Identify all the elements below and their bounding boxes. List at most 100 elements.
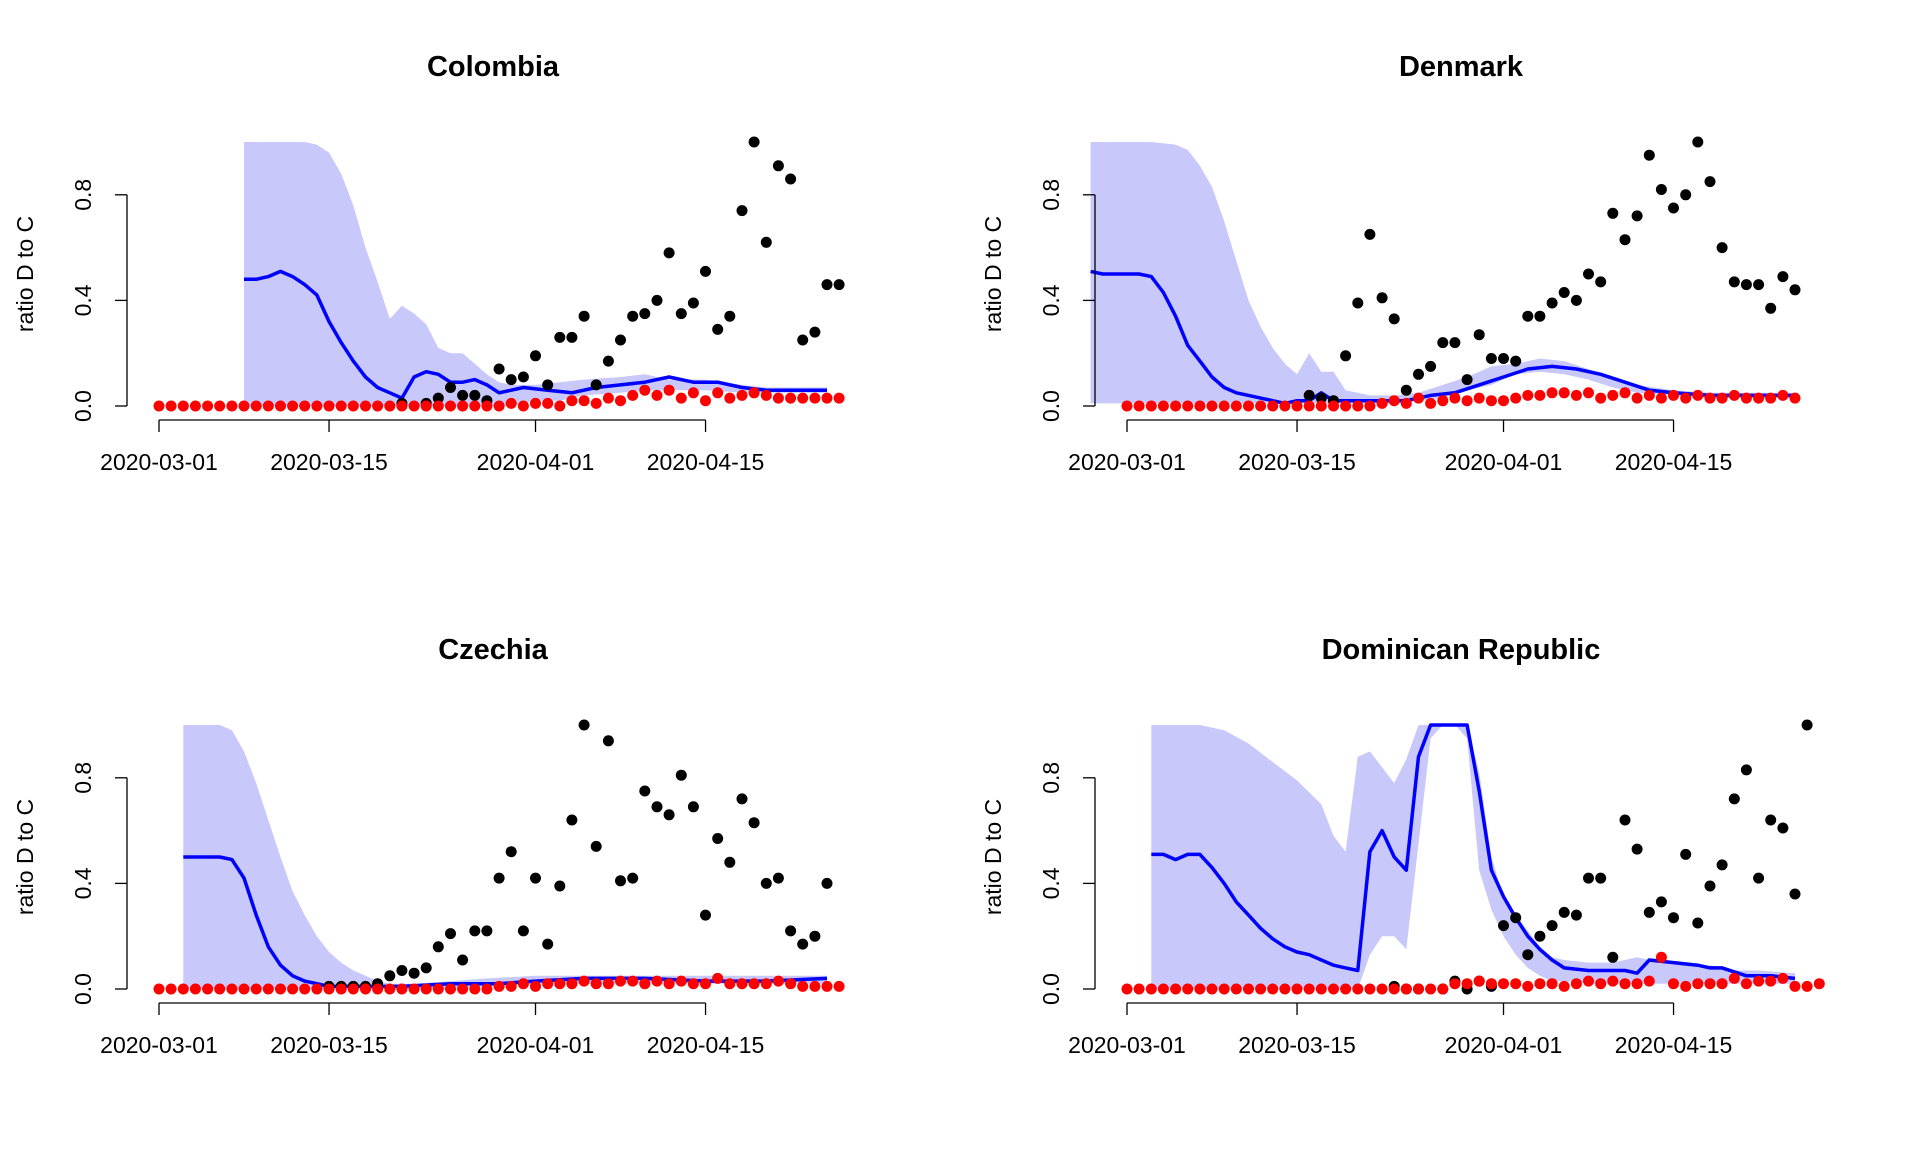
reference-point bbox=[1753, 392, 1765, 404]
observed-point bbox=[1510, 355, 1522, 367]
observed-point bbox=[1546, 920, 1558, 932]
reference-point bbox=[1133, 400, 1145, 412]
reference-point bbox=[675, 975, 687, 987]
observed-point bbox=[1522, 949, 1534, 961]
observed-point bbox=[675, 769, 687, 781]
reference-point bbox=[1631, 978, 1643, 990]
reference-point bbox=[335, 400, 347, 412]
reference-point bbox=[1485, 395, 1497, 407]
reference-point bbox=[1340, 400, 1352, 412]
observed-point bbox=[1765, 302, 1777, 314]
observed-point bbox=[384, 970, 396, 982]
reference-point bbox=[530, 980, 541, 992]
observed-point bbox=[1668, 912, 1679, 924]
reference-point bbox=[1485, 978, 1497, 990]
reference-point bbox=[1413, 392, 1424, 404]
y-tick-label: 0.8 bbox=[1038, 179, 1064, 211]
reference-point bbox=[408, 400, 420, 412]
x-tick-label: 2020-04-01 bbox=[477, 1032, 595, 1058]
reference-point bbox=[347, 400, 359, 412]
reference-point bbox=[299, 983, 311, 995]
reference-point bbox=[748, 978, 760, 990]
observed-point bbox=[505, 374, 517, 386]
observed-point bbox=[445, 382, 456, 393]
reference-point bbox=[1230, 983, 1242, 995]
x-tick-label: 2020-03-15 bbox=[270, 449, 388, 475]
observed-point bbox=[639, 785, 651, 797]
reference-point bbox=[1267, 400, 1279, 412]
observed-point bbox=[1376, 292, 1388, 304]
estimate-line bbox=[244, 269, 827, 400]
reference-point bbox=[1291, 400, 1303, 412]
observed-point bbox=[1692, 917, 1704, 929]
observed-point bbox=[1716, 859, 1728, 871]
reference-point bbox=[1206, 983, 1218, 995]
observed-point bbox=[1340, 350, 1352, 362]
observed-point bbox=[1461, 374, 1473, 386]
observed-point bbox=[1425, 360, 1437, 372]
reference-point bbox=[1133, 983, 1145, 995]
reference-point bbox=[615, 975, 626, 987]
panel-title: Czechia bbox=[438, 634, 548, 666]
reference-point bbox=[1595, 978, 1607, 990]
reference-point bbox=[1413, 983, 1424, 995]
observed-point bbox=[1558, 906, 1570, 918]
observed-point bbox=[1570, 294, 1582, 306]
reference-point bbox=[457, 983, 469, 995]
confidence-band bbox=[244, 142, 827, 406]
panel-title: Denmark bbox=[1399, 51, 1524, 83]
reference-point bbox=[226, 983, 238, 995]
reference-point bbox=[1655, 392, 1667, 404]
observed-point bbox=[469, 389, 481, 401]
reference-point bbox=[323, 400, 335, 412]
reference-point bbox=[262, 983, 274, 995]
observed-point bbox=[590, 379, 602, 391]
observed-point bbox=[821, 877, 833, 889]
observed-point bbox=[797, 334, 809, 346]
x-tick-label: 2020-03-15 bbox=[1238, 1032, 1356, 1058]
reference-point bbox=[396, 400, 408, 412]
x-tick-label: 2020-03-15 bbox=[270, 1032, 388, 1058]
observed-point bbox=[809, 930, 821, 942]
reference-point bbox=[202, 400, 214, 412]
reference-point bbox=[275, 983, 286, 995]
reference-point bbox=[1510, 392, 1522, 404]
x-tick-label: 2020-03-15 bbox=[1238, 449, 1356, 475]
reference-point bbox=[1619, 978, 1631, 990]
observed-point bbox=[1655, 896, 1667, 908]
observed-point bbox=[1704, 176, 1716, 188]
observed-point bbox=[663, 247, 675, 259]
reference-point bbox=[1498, 395, 1509, 407]
observed-point bbox=[566, 814, 578, 826]
reference-point bbox=[1607, 389, 1619, 401]
reference-point bbox=[189, 983, 201, 995]
reference-point bbox=[663, 978, 675, 990]
reference-point bbox=[1716, 978, 1728, 990]
observed-point bbox=[1801, 719, 1813, 731]
reference-point bbox=[517, 978, 529, 990]
panel-title: Dominican Republic bbox=[1322, 634, 1601, 666]
observed-point bbox=[457, 954, 469, 966]
reference-point bbox=[1704, 392, 1716, 404]
observed-point bbox=[1753, 872, 1765, 884]
y-tick-label: 0.0 bbox=[70, 973, 96, 1005]
reference-point bbox=[1461, 978, 1473, 990]
reference-point bbox=[1364, 400, 1376, 412]
observed-point bbox=[530, 872, 541, 884]
y-tick-label: 0.0 bbox=[1038, 390, 1064, 422]
reference-point bbox=[1121, 400, 1133, 412]
reference-point bbox=[663, 384, 675, 396]
reference-point bbox=[590, 397, 602, 409]
observed-point bbox=[1534, 930, 1546, 942]
reference-point bbox=[469, 983, 481, 995]
reference-point bbox=[287, 400, 299, 412]
estimate-line bbox=[1151, 723, 1796, 981]
reference-point bbox=[1680, 392, 1692, 404]
confidence-band bbox=[1151, 725, 1795, 989]
reference-point bbox=[311, 400, 323, 412]
y-tick-label: 0.8 bbox=[1038, 762, 1064, 794]
reference-point bbox=[1583, 387, 1594, 399]
reference-point bbox=[1255, 983, 1267, 995]
observed-point bbox=[651, 294, 663, 306]
reference-point bbox=[1145, 400, 1157, 412]
